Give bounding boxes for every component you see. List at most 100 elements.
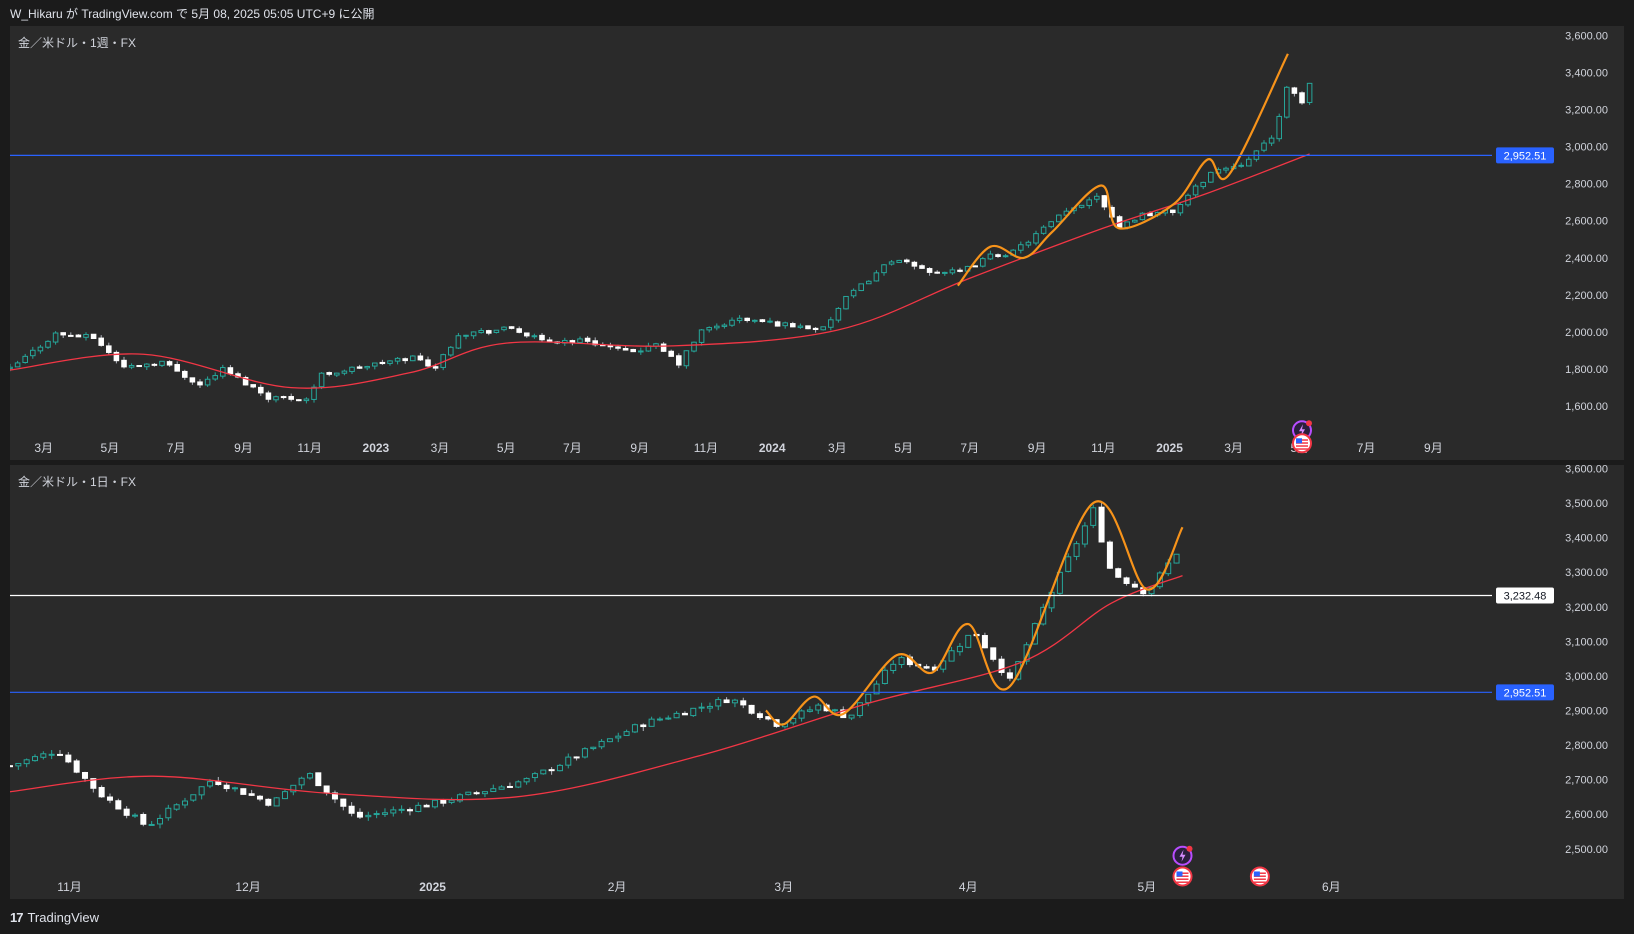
candle-body	[1299, 92, 1305, 104]
candle	[539, 332, 545, 342]
candle-body	[806, 709, 813, 712]
candle	[740, 697, 747, 709]
candle	[189, 377, 196, 385]
candle	[478, 328, 484, 334]
candle-body	[1173, 553, 1180, 564]
candle	[315, 772, 322, 787]
weekly-chart-svg[interactable]: 1,600.00 1,800.00 2,000.00 2,200.00 2,400.00…	[10, 26, 1624, 460]
candle	[1177, 203, 1184, 216]
candle-body	[1115, 568, 1122, 578]
candle-body	[248, 793, 255, 796]
candle	[858, 283, 864, 292]
candle	[288, 393, 294, 402]
candle	[990, 647, 997, 662]
candle-body	[812, 327, 819, 331]
candle	[402, 357, 408, 364]
candle-body	[1033, 233, 1039, 244]
candle-body	[523, 777, 530, 783]
candle	[22, 353, 28, 364]
candle	[645, 342, 652, 352]
daily-chart-pane[interactable]: 2,500.00 2,600.00 2,700.00 2,800.00 2,900.00…	[10, 465, 1624, 899]
candle	[31, 754, 38, 762]
candle	[987, 250, 994, 260]
candle	[1291, 86, 1298, 97]
moving-average-line	[10, 153, 1310, 389]
candle	[372, 362, 378, 370]
tradingview-footer[interactable]: 17 TradingView	[10, 906, 99, 928]
candle	[48, 750, 55, 760]
candle	[926, 267, 933, 276]
candle-body	[865, 693, 872, 704]
x-tick-label: 7月	[563, 441, 582, 455]
candle-body	[623, 731, 630, 736]
y-tick-label: 2,700.00	[1565, 775, 1608, 787]
candle-body	[212, 375, 218, 380]
candle	[60, 332, 66, 339]
candle-body	[949, 269, 956, 274]
candle-body	[481, 791, 488, 795]
candle	[123, 806, 130, 819]
x-tick-label: 2024	[759, 441, 786, 455]
candle-body	[90, 778, 97, 789]
candle-body	[965, 634, 972, 648]
candle	[1238, 162, 1244, 168]
candle-body	[942, 271, 948, 274]
candle	[165, 804, 172, 821]
candle	[1139, 212, 1146, 221]
candle-body	[721, 324, 728, 327]
candle	[706, 702, 713, 713]
candle-body	[280, 396, 287, 399]
candle-body	[573, 756, 580, 759]
candle-body	[265, 798, 272, 806]
candle	[311, 384, 317, 403]
candle	[326, 371, 332, 377]
candle-body	[115, 800, 122, 810]
candle	[923, 664, 930, 670]
candle	[281, 789, 288, 800]
candle-body	[231, 787, 238, 790]
candle	[577, 336, 583, 344]
candle-body	[151, 363, 158, 366]
candle	[98, 335, 104, 347]
candle	[948, 646, 955, 662]
weekly-chart-pane[interactable]: 1,600.00 1,800.00 2,000.00 2,200.00 2,400.00…	[10, 26, 1624, 460]
candle-body	[956, 645, 963, 653]
candle-body	[1023, 644, 1030, 662]
support-price-tag	[1496, 684, 1554, 701]
candle-body	[706, 327, 712, 331]
y-tick-label: 3,200.00	[1565, 104, 1608, 116]
candle-body	[365, 814, 372, 818]
candle	[934, 270, 940, 274]
y-tick-label: 2,600.00	[1565, 809, 1608, 821]
y-tick-label: 3,600.00	[1565, 465, 1608, 475]
candle-body	[1276, 115, 1282, 140]
candle-body	[856, 702, 863, 716]
candle-body	[1106, 541, 1113, 569]
candle	[14, 360, 21, 368]
candle	[736, 315, 743, 324]
candle-body	[1208, 171, 1214, 183]
candle-body	[156, 817, 163, 825]
candle	[90, 778, 97, 793]
candle-body	[919, 265, 925, 269]
candle	[797, 323, 804, 329]
candle-body	[506, 785, 513, 788]
candle	[248, 789, 255, 797]
candle-body	[1223, 167, 1229, 171]
daily-chart-svg[interactable]: 2,500.00 2,600.00 2,700.00 2,800.00 2,900.00…	[10, 465, 1624, 899]
candle	[640, 723, 647, 732]
candle	[318, 372, 325, 390]
y-tick-label: 3,000.00	[1565, 671, 1608, 683]
candle	[423, 803, 430, 808]
candle-body	[326, 372, 332, 375]
candle-body	[926, 268, 933, 273]
candle-body	[81, 771, 88, 779]
support-price-label: 2,952.51	[1504, 150, 1547, 162]
candle-body	[990, 647, 997, 660]
candle	[240, 788, 247, 795]
x-tick-label: 12月	[235, 880, 260, 894]
candle	[83, 332, 89, 341]
candle-body	[31, 756, 38, 762]
candle	[1090, 504, 1097, 529]
y-tick-label: 2,900.00	[1565, 705, 1608, 717]
